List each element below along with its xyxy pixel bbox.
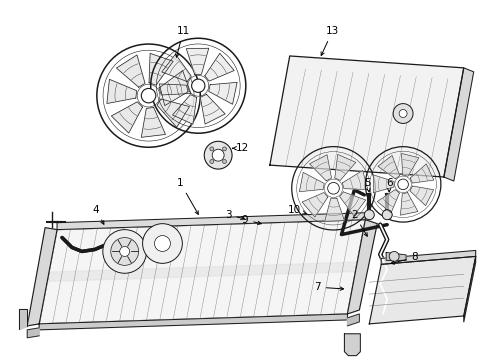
Circle shape — [398, 179, 408, 190]
Polygon shape — [107, 79, 137, 104]
Circle shape — [103, 230, 147, 273]
Circle shape — [192, 79, 205, 93]
Text: 13: 13 — [321, 26, 339, 55]
Circle shape — [365, 210, 374, 220]
Text: 3: 3 — [225, 210, 244, 220]
Polygon shape — [444, 68, 474, 181]
Circle shape — [120, 247, 130, 256]
Text: 12: 12 — [233, 143, 248, 153]
Polygon shape — [386, 252, 406, 260]
Text: 2: 2 — [351, 210, 368, 236]
Polygon shape — [209, 82, 237, 104]
Text: 9: 9 — [242, 215, 261, 225]
Circle shape — [212, 149, 224, 161]
Polygon shape — [47, 262, 357, 282]
Circle shape — [328, 183, 340, 194]
Polygon shape — [186, 48, 209, 75]
Polygon shape — [347, 314, 359, 326]
Circle shape — [141, 89, 156, 103]
Circle shape — [111, 238, 139, 265]
Circle shape — [222, 159, 226, 163]
Polygon shape — [310, 155, 332, 181]
Circle shape — [204, 141, 232, 169]
Polygon shape — [270, 56, 464, 177]
Text: 11: 11 — [175, 26, 190, 57]
Polygon shape — [381, 251, 476, 264]
Polygon shape — [200, 94, 225, 124]
Polygon shape — [111, 102, 143, 133]
Polygon shape — [378, 156, 400, 179]
Polygon shape — [299, 172, 324, 192]
Polygon shape — [162, 54, 191, 81]
Polygon shape — [57, 213, 366, 230]
Circle shape — [389, 251, 399, 261]
Polygon shape — [159, 71, 191, 95]
Polygon shape — [172, 95, 196, 124]
Circle shape — [399, 109, 407, 117]
Circle shape — [143, 224, 182, 264]
Polygon shape — [464, 256, 476, 322]
Circle shape — [393, 104, 413, 123]
Polygon shape — [117, 55, 145, 87]
Text: 8: 8 — [391, 252, 418, 264]
Polygon shape — [347, 220, 377, 314]
Polygon shape — [205, 53, 234, 81]
Circle shape — [210, 159, 214, 163]
Polygon shape — [27, 228, 57, 326]
Text: 5: 5 — [364, 178, 370, 192]
Polygon shape — [27, 328, 39, 338]
Polygon shape — [159, 84, 188, 105]
Polygon shape — [141, 108, 166, 138]
Text: 4: 4 — [93, 205, 104, 224]
Polygon shape — [344, 334, 360, 356]
Polygon shape — [157, 99, 190, 127]
Text: 6: 6 — [386, 178, 392, 192]
Circle shape — [210, 147, 214, 151]
Polygon shape — [410, 186, 434, 206]
Polygon shape — [343, 171, 368, 189]
Polygon shape — [401, 153, 419, 176]
Polygon shape — [325, 198, 344, 221]
Text: 10: 10 — [288, 205, 307, 215]
Polygon shape — [340, 192, 366, 216]
Circle shape — [382, 210, 392, 220]
Polygon shape — [302, 193, 328, 217]
Polygon shape — [149, 53, 173, 85]
Polygon shape — [377, 190, 399, 213]
Polygon shape — [410, 164, 434, 183]
Polygon shape — [39, 220, 366, 324]
Polygon shape — [335, 154, 356, 180]
Text: 7: 7 — [314, 282, 343, 292]
Polygon shape — [373, 175, 394, 193]
Text: 1: 1 — [177, 178, 198, 214]
Polygon shape — [369, 256, 476, 324]
Polygon shape — [19, 309, 27, 329]
Circle shape — [222, 147, 226, 151]
Circle shape — [154, 235, 171, 251]
Polygon shape — [400, 193, 418, 215]
Polygon shape — [39, 314, 347, 330]
